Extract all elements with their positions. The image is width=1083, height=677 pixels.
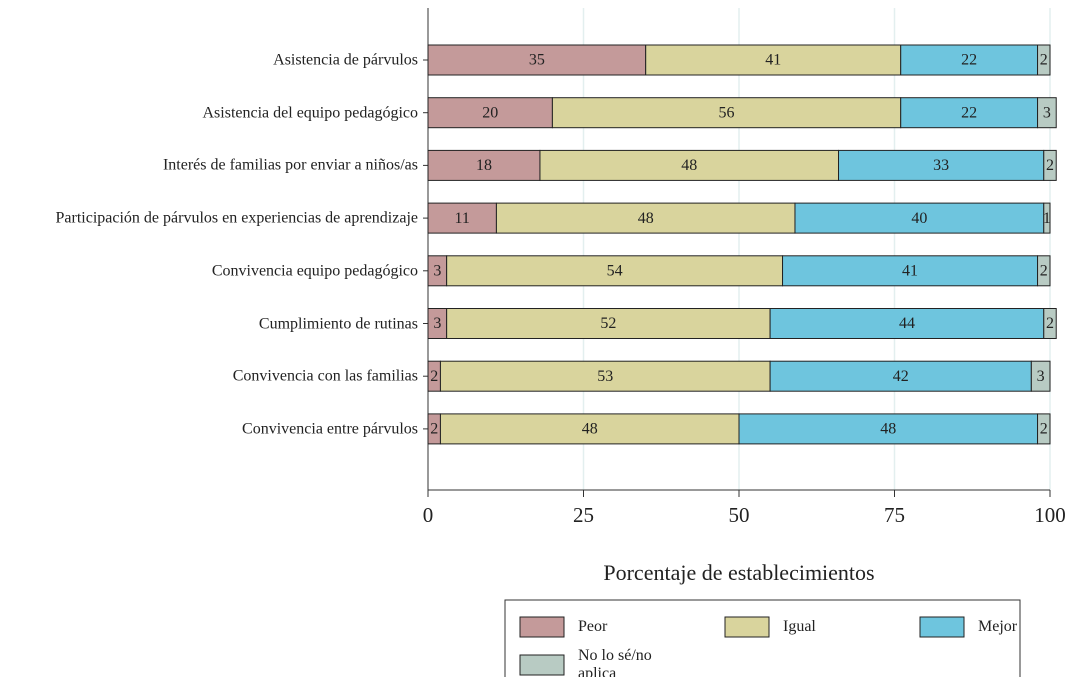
legend-swatch bbox=[724, 616, 770, 638]
x-tick-label: 75 bbox=[884, 503, 905, 527]
value-label: 33 bbox=[933, 157, 949, 174]
bar-segment bbox=[645, 44, 902, 76]
bar-segment bbox=[539, 149, 840, 181]
bar-segment bbox=[551, 97, 902, 129]
value-label: 2 bbox=[1040, 52, 1048, 69]
bar-segment bbox=[794, 202, 1045, 234]
bar-segment bbox=[738, 413, 1039, 445]
bar-segment bbox=[769, 308, 1045, 339]
bar-segment bbox=[446, 308, 771, 339]
bar-segment bbox=[782, 255, 1039, 287]
legend-label: No lo sé/no aplica bbox=[578, 647, 652, 677]
value-label: 44 bbox=[899, 315, 915, 332]
value-label: 22 bbox=[961, 104, 977, 121]
bar-segment bbox=[495, 202, 796, 234]
legend-box bbox=[504, 599, 1021, 677]
bar-segment bbox=[427, 202, 497, 234]
legend-swatch bbox=[919, 616, 965, 638]
value-label: 41 bbox=[902, 262, 918, 279]
value-label: 3 bbox=[1043, 104, 1051, 121]
value-label: 42 bbox=[893, 368, 909, 385]
bar-segment bbox=[900, 44, 1039, 76]
bar-segment bbox=[446, 255, 784, 287]
bar-segment bbox=[1030, 360, 1051, 392]
bar-segment bbox=[1043, 149, 1057, 181]
value-label: 18 bbox=[476, 157, 492, 174]
x-tick-label: 0 bbox=[423, 503, 434, 527]
bar-segment bbox=[1037, 413, 1051, 445]
category-label: Participación de párvulos en experiencia… bbox=[55, 209, 419, 227]
x-axis-title: Porcentaje de establecimientos bbox=[603, 560, 874, 585]
value-label: 20 bbox=[482, 104, 498, 121]
bar-segment bbox=[900, 97, 1039, 129]
legend-label: Igual bbox=[783, 618, 816, 635]
value-label: 2 bbox=[430, 421, 438, 438]
value-label: 22 bbox=[961, 52, 977, 69]
value-label: 3 bbox=[433, 262, 441, 279]
value-label: 56 bbox=[719, 104, 735, 121]
value-label: 40 bbox=[911, 210, 927, 227]
legend-label: Mejor bbox=[978, 618, 1018, 635]
bar-segment bbox=[1043, 308, 1057, 339]
legend-swatch bbox=[519, 654, 565, 676]
x-tick-label: 50 bbox=[729, 503, 750, 527]
value-label: 48 bbox=[880, 421, 896, 438]
legend-label: Peor bbox=[578, 618, 608, 635]
value-label: 52 bbox=[600, 315, 616, 332]
value-label: 48 bbox=[582, 421, 598, 438]
value-label: 11 bbox=[455, 210, 470, 227]
category-label: Convivencia entre párvulos bbox=[242, 420, 418, 438]
category-label: Asistencia del equipo pedagógico bbox=[202, 104, 419, 122]
value-label: 2 bbox=[1040, 262, 1048, 279]
value-label: 1 bbox=[1043, 210, 1051, 227]
value-label: 48 bbox=[638, 210, 654, 227]
category-label: Asistencia de párvulos bbox=[273, 51, 418, 69]
bar-segment bbox=[1037, 44, 1051, 76]
category-label: Cumplimiento de rutinas bbox=[258, 315, 418, 332]
value-label: 2 bbox=[1046, 157, 1054, 174]
value-label: 3 bbox=[433, 315, 441, 332]
value-label: 2 bbox=[430, 368, 438, 385]
value-label: 2 bbox=[1046, 315, 1054, 332]
value-label: 35 bbox=[529, 52, 545, 69]
bar-segment bbox=[838, 149, 1045, 181]
bar-segment bbox=[1043, 202, 1051, 234]
value-label: 3 bbox=[1037, 368, 1045, 385]
bar-segment bbox=[1037, 255, 1051, 287]
bar-segment bbox=[439, 360, 771, 392]
x-tick-label: 100 bbox=[1034, 503, 1066, 527]
category-label: Convivencia con las familias bbox=[232, 367, 418, 385]
legend-swatch bbox=[519, 616, 565, 638]
bar-segment bbox=[427, 44, 647, 76]
x-tick-label: 25 bbox=[573, 503, 594, 527]
value-label: 48 bbox=[681, 157, 697, 174]
bar-segment bbox=[1037, 97, 1057, 129]
value-label: 41 bbox=[765, 52, 781, 69]
category-label: Interés de familias por enviar a niños/a… bbox=[162, 156, 418, 174]
category-label: Convivencia equipo pedagógico bbox=[211, 262, 418, 280]
value-label: 2 bbox=[1040, 421, 1048, 438]
bar-segment bbox=[439, 413, 740, 445]
value-label: 53 bbox=[597, 368, 613, 385]
bar-segment bbox=[769, 360, 1032, 392]
value-label: 54 bbox=[607, 262, 623, 279]
